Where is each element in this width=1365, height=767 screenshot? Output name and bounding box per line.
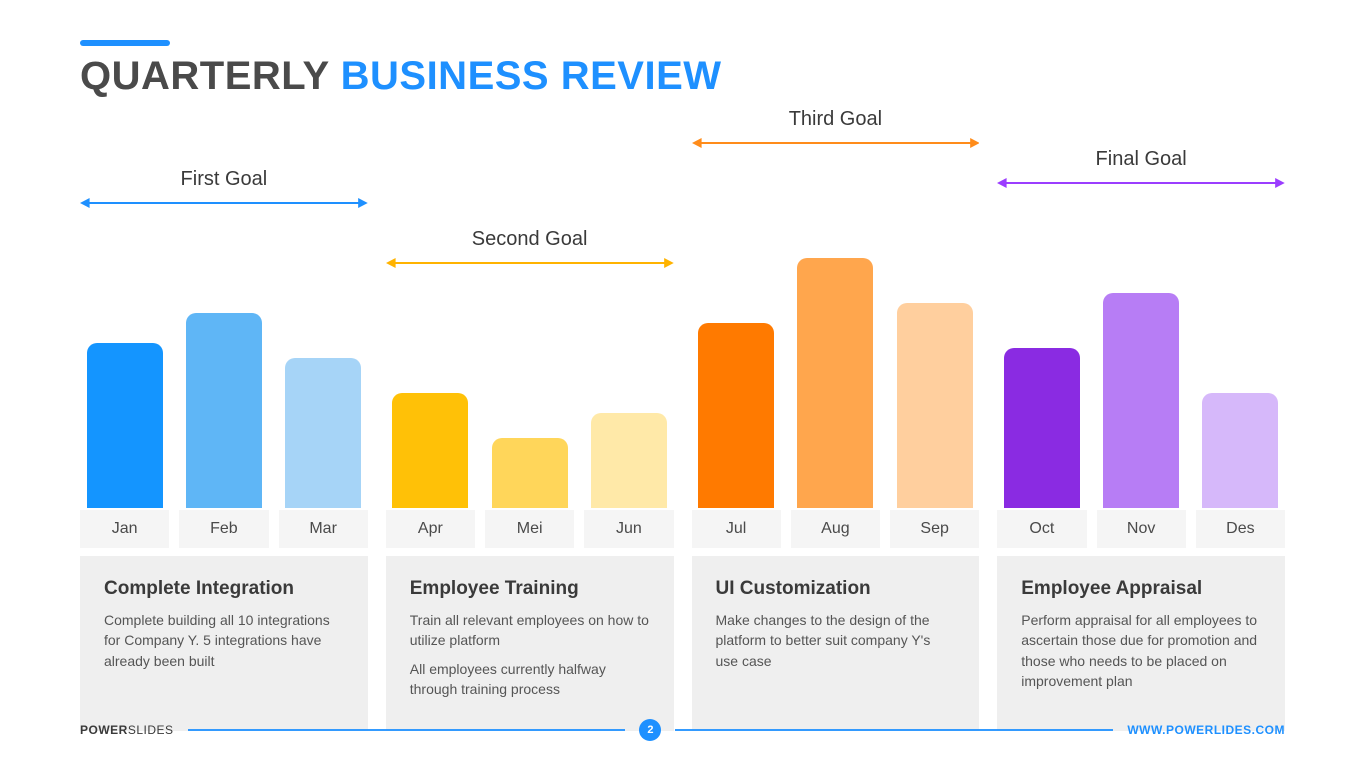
- bars-zone: [692, 248, 980, 508]
- title-accent-bar: [80, 40, 170, 46]
- month-label: Jul: [692, 510, 781, 548]
- brand-bold: POWER: [80, 723, 128, 737]
- month-label: Sep: [890, 510, 979, 548]
- description-cell: Employee Appraisal Perform appraisal for …: [997, 556, 1285, 731]
- month-label: Mei: [485, 510, 574, 548]
- goal-arrow: [80, 196, 368, 210]
- description-body: Perform appraisal for all employees to a…: [1021, 610, 1261, 691]
- month-label: Aug: [791, 510, 880, 548]
- title-part-2: BUSINESS REVIEW: [341, 54, 722, 98]
- goal-label: Final Goal: [997, 148, 1285, 171]
- bar: [392, 393, 468, 508]
- month-label: Des: [1196, 510, 1285, 548]
- bar-column: [80, 248, 169, 508]
- month-label: Jun: [584, 510, 673, 548]
- quarter: First Goal Jan Feb Mar: [80, 128, 368, 548]
- bar: [492, 438, 568, 508]
- months-row: Apr Mei Jun: [386, 510, 674, 548]
- bar: [698, 323, 774, 508]
- bar: [591, 413, 667, 508]
- bar: [186, 313, 262, 508]
- description-body: Make changes to the design of the platfo…: [716, 610, 956, 671]
- goal-row: Third Goal: [692, 128, 980, 248]
- bars-zone: [997, 248, 1285, 508]
- bar-column: [1196, 248, 1285, 508]
- goal-row: First Goal: [80, 128, 368, 248]
- bars-row: [997, 248, 1285, 508]
- footer-brand: POWERSLIDES: [80, 723, 174, 737]
- description-paragraph: Train all relevant employees on how to u…: [410, 610, 650, 651]
- description-paragraph: Make changes to the design of the platfo…: [716, 610, 956, 671]
- months-row: Jan Feb Mar: [80, 510, 368, 548]
- slide-footer: POWERSLIDES 2 WWW.POWERLIDES.COM: [80, 719, 1285, 741]
- goal-label: Third Goal: [692, 108, 980, 131]
- bar-column: [386, 248, 475, 508]
- month-label: Jan: [80, 510, 169, 548]
- bar-column: [997, 248, 1086, 508]
- bars-row: [386, 248, 674, 508]
- footer-line-left: [188, 729, 626, 731]
- bar-column: [1097, 248, 1186, 508]
- bars-row: [692, 248, 980, 508]
- bar: [87, 343, 163, 508]
- bar: [797, 258, 873, 508]
- quarters-row: First Goal Jan Feb Mar Second Goal Apr Mei Ju…: [80, 128, 1285, 548]
- bar-column: [485, 248, 574, 508]
- description-title: Complete Integration: [104, 578, 344, 600]
- month-label: Mar: [279, 510, 368, 548]
- goal-arrow: [997, 176, 1285, 190]
- title-part-1: QUARTERLY: [80, 54, 341, 98]
- quarter: Second Goal Apr Mei Jun: [386, 128, 674, 548]
- description-body: Train all relevant employees on how to u…: [410, 610, 650, 699]
- bars-row: [80, 248, 368, 508]
- descriptions-row: Complete Integration Complete building al…: [80, 556, 1285, 731]
- months-row: Jul Aug Sep: [692, 510, 980, 548]
- bar-column: [179, 248, 268, 508]
- month-label: Feb: [179, 510, 268, 548]
- bars-zone: [80, 248, 368, 508]
- months-row: Oct Nov Des: [997, 510, 1285, 548]
- bars-zone: [386, 248, 674, 508]
- description-paragraph: Perform appraisal for all employees to a…: [1021, 610, 1261, 691]
- bar: [1103, 293, 1179, 508]
- footer-line-right: [675, 729, 1113, 731]
- page-number-badge: 2: [639, 719, 661, 741]
- description-title: UI Customization: [716, 578, 956, 600]
- bar: [1004, 348, 1080, 508]
- brand-light: SLIDES: [128, 723, 174, 737]
- bar-column: [584, 248, 673, 508]
- month-label: Apr: [386, 510, 475, 548]
- goal-label: First Goal: [80, 168, 368, 191]
- goal-row: Final Goal: [997, 128, 1285, 248]
- page-number: 2: [647, 724, 653, 736]
- bar-column: [791, 248, 880, 508]
- month-label: Oct: [997, 510, 1086, 548]
- slide-title: QUARTERLY BUSINESS REVIEW: [80, 54, 1285, 98]
- slide: QUARTERLY BUSINESS REVIEW First Goal Jan…: [0, 0, 1365, 767]
- description-cell: UI Customization Make changes to the desi…: [692, 556, 980, 731]
- goal-row: Second Goal: [386, 128, 674, 248]
- bar: [285, 358, 361, 508]
- bar-column: [890, 248, 979, 508]
- month-label: Nov: [1097, 510, 1186, 548]
- chart-area: First Goal Jan Feb Mar Second Goal Apr Mei Ju…: [80, 128, 1285, 731]
- description-title: Employee Appraisal: [1021, 578, 1261, 600]
- bar-column: [279, 248, 368, 508]
- bar-column: [692, 248, 781, 508]
- quarter: Final Goal Oct Nov Des: [997, 128, 1285, 548]
- footer-url: WWW.POWERLIDES.COM: [1127, 723, 1285, 737]
- bar: [1202, 393, 1278, 508]
- goal-arrow: [692, 136, 980, 150]
- bar: [897, 303, 973, 508]
- description-body: Complete building all 10 integrations fo…: [104, 610, 344, 671]
- description-cell: Complete Integration Complete building al…: [80, 556, 368, 731]
- description-paragraph: Complete building all 10 integrations fo…: [104, 610, 344, 671]
- description-paragraph: All employees currently halfway through …: [410, 659, 650, 700]
- quarter: Third Goal Jul Aug Sep: [692, 128, 980, 548]
- description-cell: Employee Training Train all relevant empl…: [386, 556, 674, 731]
- description-title: Employee Training: [410, 578, 650, 600]
